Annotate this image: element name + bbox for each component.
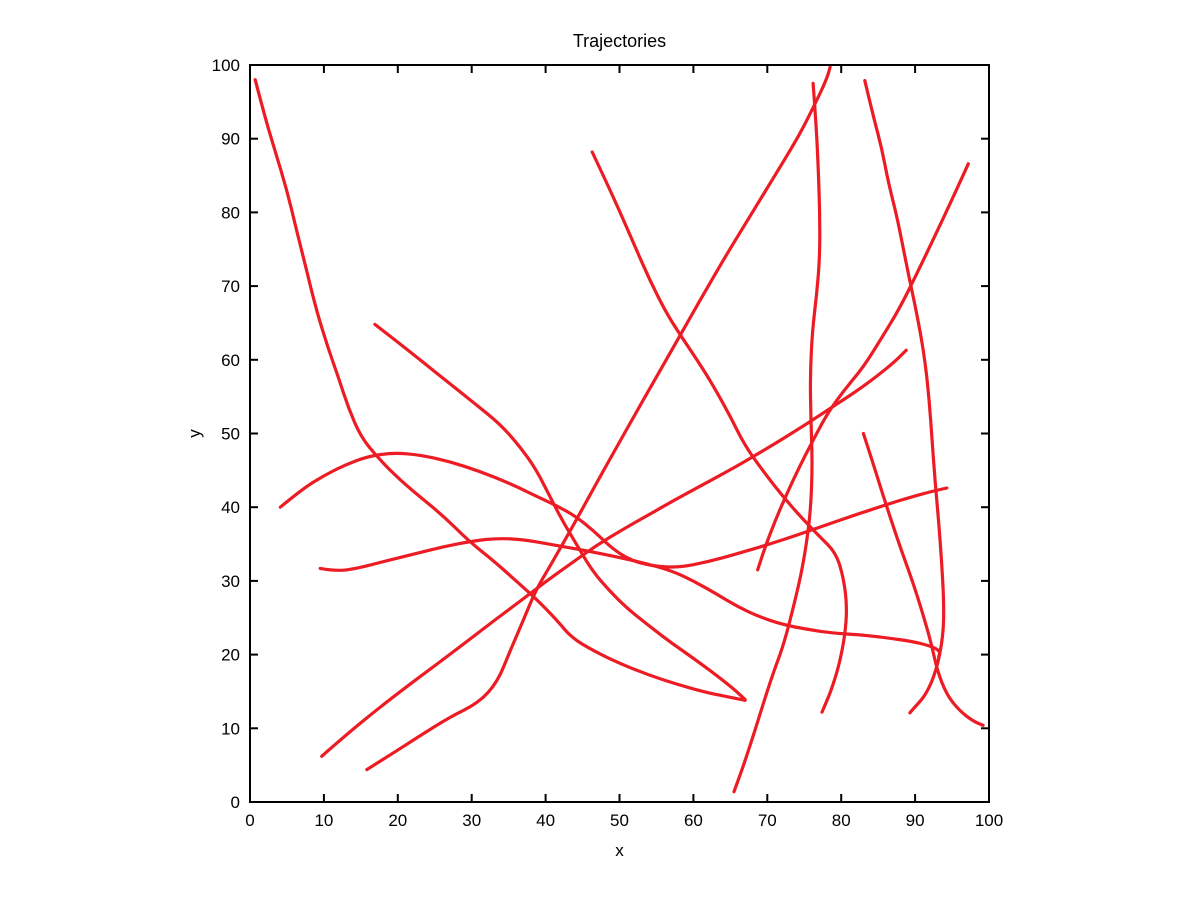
trajectory-lines: [253, 65, 985, 794]
tick-label: 40: [536, 811, 555, 830]
trajectory-line: [861, 431, 985, 727]
tick-label: 30: [462, 811, 481, 830]
trajectory-line: [278, 451, 949, 569]
tick-label: 80: [221, 203, 240, 222]
trajectory-line: [373, 322, 747, 702]
tick-label: 0: [231, 793, 240, 812]
plot-area: [250, 65, 989, 802]
tick-label: 0: [245, 811, 254, 830]
tick-label: 90: [221, 130, 240, 149]
tick-label: 50: [610, 811, 629, 830]
trajectory-line: [590, 150, 849, 714]
trajectory-line: [863, 78, 946, 715]
axis-tick-labels: 0 10 20 30 40 50 60 70 80 90 100 0 10 20 30 40 50 60 70 80 9…: [212, 56, 1004, 830]
tick-label: 30: [221, 572, 240, 591]
tick-label: 70: [758, 811, 777, 830]
tick-label: 100: [975, 811, 1003, 830]
trajectory-line: [320, 348, 908, 758]
axis-ticks: [249, 64, 990, 803]
chart-title: Trajectories: [573, 31, 666, 51]
tick-label: 10: [221, 719, 240, 738]
tick-label: 20: [388, 811, 407, 830]
tick-label: 60: [221, 351, 240, 370]
y-axis-label: y: [185, 429, 204, 438]
tick-label: 70: [221, 277, 240, 296]
tick-label: 20: [221, 646, 240, 665]
tick-label: 80: [832, 811, 851, 830]
trajectory-line: [756, 162, 970, 572]
tick-label: 60: [684, 811, 703, 830]
x-axis-label: x: [615, 841, 624, 860]
tick-label: 10: [314, 811, 333, 830]
trajectory-line: [253, 78, 747, 702]
trajectory-line: [732, 81, 822, 794]
tick-label: 100: [212, 56, 240, 75]
tick-label: 50: [221, 425, 240, 444]
tick-label: 40: [221, 498, 240, 517]
trajectory-line: [318, 537, 942, 659]
trajectory-line: [365, 65, 832, 772]
tick-label: 90: [906, 811, 925, 830]
